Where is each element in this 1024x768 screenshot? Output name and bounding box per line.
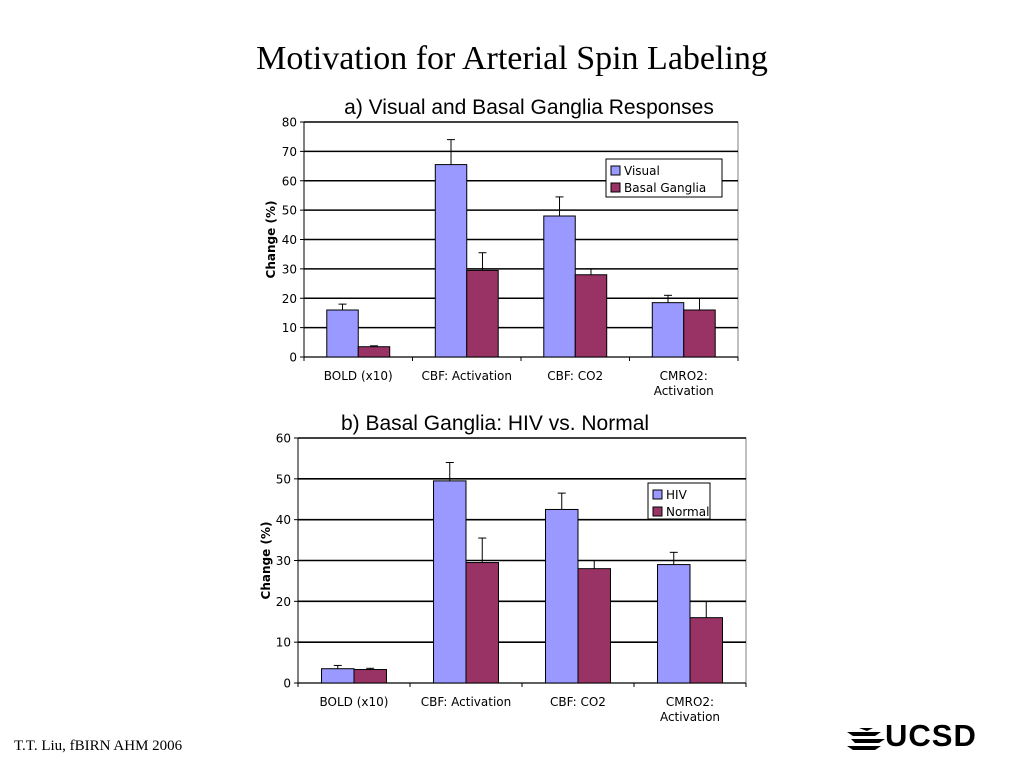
y-tick-label: 20 [276, 595, 291, 609]
x-tick-label: CMRO2: [660, 369, 708, 383]
bar-visual [651, 302, 685, 358]
y-tick-label: 10 [276, 636, 291, 650]
chart-visual-basal-ganglia: a) Visual and Basal Ganglia Responses 0 10… [264, 96, 739, 398]
ucsd-trident-icon [847, 728, 885, 750]
y-tick-label: 50 [276, 472, 291, 486]
legend-label: Visual [624, 164, 660, 178]
legend-swatch [610, 165, 621, 176]
bar-normal [689, 617, 723, 684]
chart-hiv-vs-normal: b) Basal Ganglia: HIV vs. Normal 0 10 20 30 4… [259, 412, 747, 724]
x-tick-label: Activation [654, 384, 714, 398]
legend-label: Normal [666, 505, 709, 519]
ucsd-logo: UCSD [845, 718, 1005, 754]
legend-swatch [610, 182, 621, 193]
x-tick-label: Activation [660, 710, 720, 724]
y-tick-label: 40 [276, 513, 291, 527]
y-tick-label: 30 [282, 262, 297, 276]
ucsd-logo-text: UCSD [885, 718, 977, 753]
bar-basal-ganglia [357, 346, 391, 358]
x-tick-label: BOLD (x10) [324, 369, 393, 383]
bar-basal-ganglia [574, 274, 608, 358]
y-tick-label: 50 [282, 204, 297, 218]
bar-normal [465, 562, 499, 684]
y-axis-label: Change (%) [264, 201, 278, 279]
slide-title: Motivation for Arterial Spin Labeling [256, 40, 768, 77]
bar-normal [353, 669, 387, 684]
x-tick-label: BOLD (x10) [320, 695, 389, 709]
y-tick-label: 0 [283, 677, 291, 691]
y-tick-label: 80 [282, 116, 297, 130]
y-axis-label: Change (%) [259, 522, 273, 600]
legend-swatch [652, 506, 663, 517]
bar-visual [434, 164, 468, 358]
x-tick-label: CMRO2: [666, 695, 714, 709]
y-tick-label: 30 [276, 554, 291, 568]
x-tick-label: CBF: CO2 [550, 695, 606, 709]
y-tick-label: 60 [276, 432, 291, 446]
bar-visual [543, 215, 576, 358]
bar-hiv [321, 668, 355, 684]
y-tick-label: 70 [282, 145, 297, 159]
bar-hiv [657, 564, 691, 684]
y-tick-label: 40 [282, 233, 297, 247]
y-tick-label: 20 [282, 292, 297, 306]
footer-credit: T.T. Liu, fBIRN AHM 2006 [14, 738, 183, 754]
bar-normal [577, 568, 611, 684]
bar-hiv [545, 508, 579, 684]
bar-basal-ganglia [466, 269, 499, 358]
chart-title: b) Basal Ganglia: HIV vs. Normal [341, 412, 649, 435]
chart-title: a) Visual and Basal Ganglia Responses [344, 96, 714, 119]
bar-basal-ganglia [683, 309, 716, 358]
bar-hiv [433, 480, 467, 684]
bar-visual [326, 309, 359, 358]
legend-box [605, 158, 723, 198]
x-tick-label: CBF: Activation [421, 369, 512, 383]
y-tick-label: 0 [289, 351, 297, 365]
legend-label: HIV [666, 488, 688, 502]
legend-label: Basal Ganglia [624, 181, 706, 195]
legend-swatch [652, 489, 663, 500]
x-tick-label: CBF: Activation [421, 695, 512, 709]
y-tick-label: 10 [282, 321, 297, 335]
y-tick-label: 60 [282, 174, 297, 188]
x-tick-label: CBF: CO2 [547, 369, 603, 383]
